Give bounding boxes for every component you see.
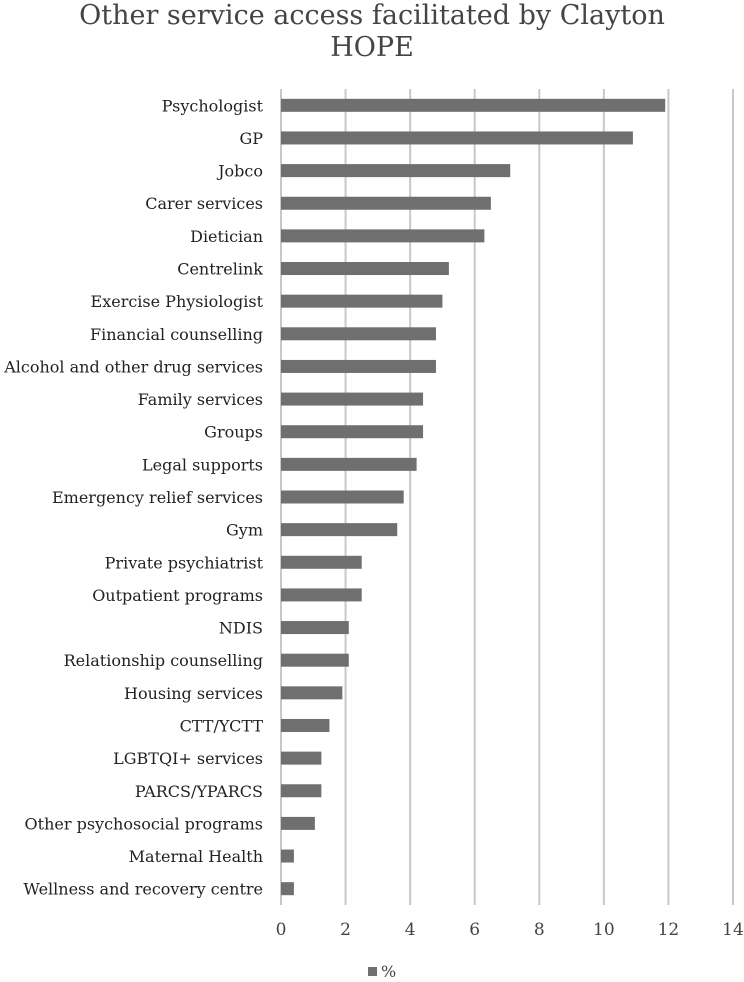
bar (281, 425, 424, 439)
chart-title-line-2: HOPE (330, 32, 414, 63)
x-tick-label: 4 (405, 920, 416, 940)
bar (281, 882, 294, 896)
category-label: CTT/YCTT (180, 716, 264, 735)
category-label: Gym (226, 521, 263, 540)
x-tick-label: 10 (593, 920, 615, 940)
bar (281, 523, 398, 537)
bar (281, 294, 443, 308)
category-label: GP (239, 129, 263, 148)
category-label: Dietician (190, 227, 263, 246)
bar (281, 229, 485, 243)
bar (281, 164, 511, 178)
category-label: Outpatient programs (92, 586, 263, 605)
legend-swatch (368, 967, 377, 976)
bar (281, 588, 362, 602)
bar (281, 392, 424, 406)
legend: % (368, 962, 396, 981)
category-label: Relationship counselling (64, 651, 263, 670)
category-label: Psychologist (162, 96, 264, 115)
bar (281, 490, 404, 504)
bar (281, 784, 322, 798)
category-label: Wellness and recovery centre (23, 880, 263, 899)
bar (281, 262, 449, 276)
bar (281, 98, 666, 112)
bar (281, 718, 330, 732)
category-label: Jobco (216, 162, 263, 181)
bar (281, 849, 294, 863)
category-label: Carer services (145, 194, 263, 213)
bar (281, 555, 362, 569)
legend-label: % (381, 962, 397, 981)
category-label: Alcohol and other drug services (3, 357, 263, 376)
category-label: Family services (138, 390, 263, 409)
bar (281, 359, 436, 373)
x-tick-label: 12 (658, 920, 680, 940)
x-tick-label: 6 (469, 920, 480, 940)
bar (281, 131, 633, 145)
chart-title-line-1: Other service access facilitated by Clay… (79, 0, 665, 31)
bar (281, 621, 349, 635)
category-label: Groups (204, 423, 263, 442)
category-label: NDIS (219, 619, 263, 638)
category-label: LGBTQI+ services (113, 749, 263, 768)
category-label: Emergency relief services (52, 488, 263, 507)
bar (281, 653, 349, 667)
category-label: Exercise Physiologist (91, 292, 264, 311)
bar (281, 196, 491, 210)
category-label: Financial counselling (90, 325, 263, 344)
category-label: Housing services (124, 684, 263, 703)
bar (281, 816, 315, 830)
x-tick-label: 14 (722, 920, 744, 940)
bar (281, 327, 436, 341)
category-label: Maternal Health (129, 847, 263, 866)
category-label: Private psychiatrist (105, 553, 264, 572)
bar (281, 751, 322, 765)
category-label: PARCS/YPARCS (135, 782, 263, 801)
category-label: Legal supports (142, 455, 263, 474)
x-tick-label: 2 (340, 920, 351, 940)
bar (281, 686, 343, 700)
x-tick-label: 8 (534, 920, 545, 940)
chart-title: Other service access facilitated by Clay… (0, 0, 744, 64)
bar (281, 457, 417, 471)
category-label: Other psychosocial programs (25, 814, 263, 833)
x-tick-label: 0 (276, 920, 287, 940)
category-label: Centrelink (177, 260, 263, 279)
